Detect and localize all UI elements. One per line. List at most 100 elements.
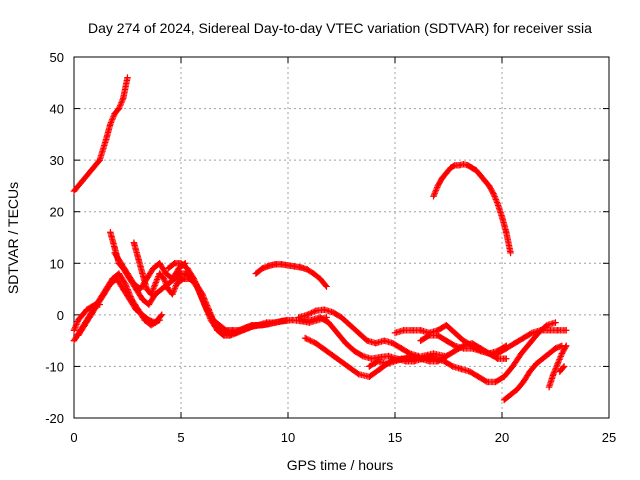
data-point <box>237 327 245 334</box>
data-point <box>70 187 78 195</box>
data-point <box>177 260 185 267</box>
data-point <box>545 383 553 391</box>
series-track-18 <box>423 319 559 386</box>
data-point <box>545 327 553 334</box>
data-point <box>372 340 379 347</box>
data-point <box>312 340 320 347</box>
data-point <box>143 285 150 293</box>
data-point <box>507 391 514 398</box>
data-point <box>325 319 332 326</box>
data-point <box>346 321 354 329</box>
data-point <box>526 340 534 347</box>
data-point <box>224 329 232 337</box>
data-point <box>460 161 467 168</box>
data-marks <box>70 74 570 404</box>
data-point <box>500 373 508 380</box>
y-tick-label: 0 <box>57 308 64 323</box>
data-point <box>271 261 279 268</box>
data-point <box>426 358 433 365</box>
data-point <box>139 311 146 319</box>
data-point <box>117 260 125 267</box>
data-point <box>355 370 362 378</box>
data-point <box>145 301 153 308</box>
x-axis-title: GPS time / hours <box>287 457 394 473</box>
chart-title: Day 274 of 2024, Sidereal Day-to-day VTE… <box>88 20 592 36</box>
data-point <box>518 350 525 357</box>
data-point <box>381 337 388 344</box>
data-point <box>468 345 476 352</box>
data-point <box>543 321 551 329</box>
data-point <box>132 306 140 313</box>
data-point <box>511 340 519 347</box>
data-point <box>438 174 446 182</box>
data-point <box>554 360 561 368</box>
data-point <box>473 167 480 174</box>
data-point <box>271 319 279 326</box>
data-point <box>310 270 317 277</box>
data-point <box>199 291 206 298</box>
data-point <box>509 363 516 370</box>
y-tick-label: -10 <box>45 359 64 374</box>
data-point <box>456 162 463 169</box>
data-point <box>464 162 471 169</box>
series-track-6 <box>111 249 189 293</box>
data-point <box>301 334 309 342</box>
data-point <box>492 378 499 386</box>
data-point <box>481 177 489 184</box>
data-point <box>477 347 484 355</box>
data-point <box>252 270 260 277</box>
data-point <box>355 329 362 337</box>
data-point <box>528 329 536 337</box>
data-point <box>400 355 407 362</box>
data-point <box>494 350 501 357</box>
data-point <box>152 280 159 288</box>
data-point <box>545 350 553 357</box>
data-point <box>126 296 133 303</box>
data-point <box>334 355 341 362</box>
data-point <box>535 329 542 337</box>
x-tick-label: 5 <box>177 430 184 445</box>
data-point <box>323 283 330 290</box>
series-track-10 <box>173 275 270 337</box>
data-point <box>503 355 510 362</box>
data-point <box>430 193 437 200</box>
data-point <box>156 260 163 267</box>
data-point <box>503 229 510 236</box>
data-point <box>500 396 508 404</box>
data-point <box>107 229 114 236</box>
data-point <box>231 329 238 337</box>
data-point <box>556 368 563 375</box>
data-point <box>389 340 397 347</box>
series-track-11 <box>252 261 330 290</box>
data-point <box>299 316 307 324</box>
data-point <box>111 110 118 117</box>
data-point <box>102 136 110 143</box>
data-point <box>460 337 467 344</box>
data-point <box>417 355 424 362</box>
data-point <box>256 321 264 329</box>
data-point <box>449 363 456 370</box>
data-point <box>443 169 450 177</box>
data-point <box>366 363 373 370</box>
data-point <box>297 264 305 271</box>
data-point <box>374 358 382 365</box>
data-point <box>169 291 176 298</box>
data-point <box>483 378 491 386</box>
data-point <box>120 95 127 102</box>
y-axis-title: SDTVAR / TECUs <box>5 182 21 294</box>
data-point <box>79 177 86 184</box>
data-point <box>539 355 546 362</box>
y-tick-label: 40 <box>50 102 64 117</box>
data-point <box>368 355 375 362</box>
data-point <box>94 301 101 308</box>
data-point <box>75 332 82 339</box>
data-point <box>554 327 561 334</box>
data-point <box>408 352 416 360</box>
data-point <box>434 182 441 190</box>
data-point <box>284 316 292 324</box>
data-point <box>250 323 257 330</box>
series-track-12 <box>295 306 422 360</box>
data-point <box>145 316 153 324</box>
data-point <box>156 270 163 277</box>
data-point <box>451 342 459 349</box>
